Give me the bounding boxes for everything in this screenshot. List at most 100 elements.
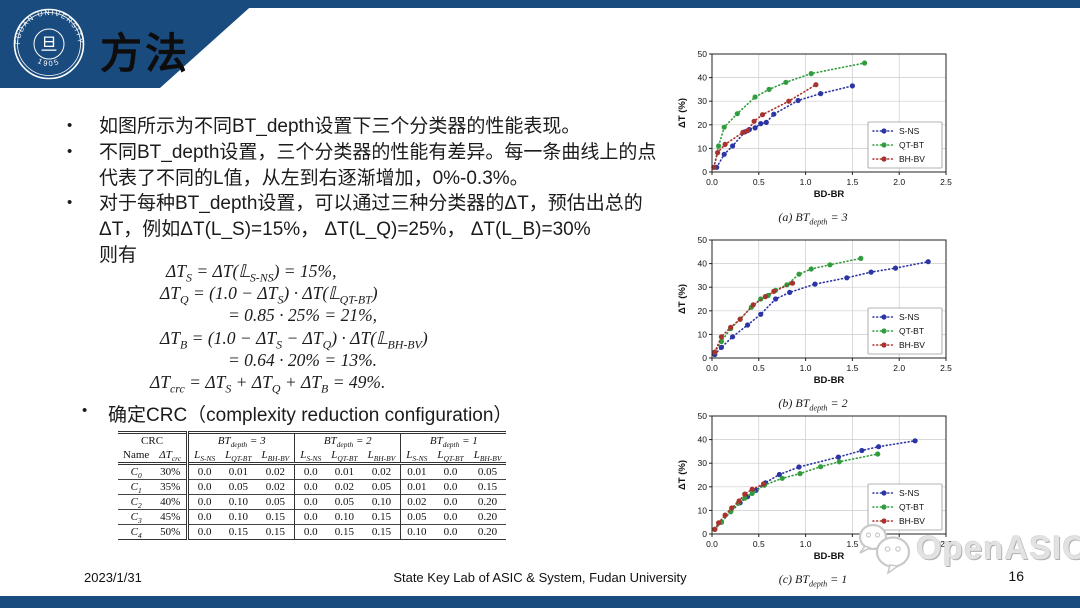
crc-table-cell: 0.02 bbox=[400, 494, 433, 510]
col-header-dtcrc: ΔTcrc bbox=[159, 449, 182, 464]
crc-table-cell: 0.10 bbox=[400, 524, 433, 540]
crc-table-cell: 0.0 bbox=[443, 511, 458, 523]
svg-text:50: 50 bbox=[698, 411, 708, 421]
crc-table: CRC BTdepth = 3 BTdepth = 2 BTdepth = 1 … bbox=[118, 431, 507, 541]
formula-line: ΔTS = ΔT(𝕃S-NS) = 15%, bbox=[166, 261, 337, 285]
crc-table-cell: 0.01 bbox=[228, 466, 248, 478]
col-header-l-qtbt: LQT-BT bbox=[225, 449, 252, 464]
slide-title: 方法 bbox=[100, 30, 191, 77]
crc-table-cell: C0 bbox=[130, 466, 142, 481]
formula-line: ΔTB = (1.0 − ΔTS − ΔTQ) · ΔT(𝕃BH-BV) bbox=[160, 327, 428, 352]
svg-text:0.0: 0.0 bbox=[706, 177, 718, 187]
svg-text:0: 0 bbox=[702, 529, 707, 539]
svg-text:0.0: 0.0 bbox=[706, 363, 718, 373]
crc-table-group-bt2: BTdepth = 2 bbox=[294, 432, 401, 448]
crc-table-cell: 0.0 bbox=[186, 494, 221, 510]
bullet-item-2: 不同BT_depth设置，三个分类器的性能有差异。每一条曲线上的点代表了不同的L… bbox=[63, 140, 669, 192]
svg-text:1.0: 1.0 bbox=[800, 363, 812, 373]
bullet-text: 则有 bbox=[99, 245, 138, 267]
bullet-marker bbox=[63, 191, 99, 243]
series-line-BH-BV bbox=[713, 83, 817, 169]
page-number: 16 bbox=[1008, 568, 1024, 584]
col-header-l-sns: LS-NS bbox=[294, 448, 327, 464]
chart-bt-depth-3: 0.0 0.5 1.0 1.5 2.0 2.5 0 10 20 30 40 50 BD-BR ΔT (%)… bbox=[677, 49, 952, 200]
y-axis-label: ΔT (%) bbox=[677, 98, 688, 128]
wechat-icon bbox=[858, 523, 911, 575]
legend-box bbox=[867, 307, 943, 355]
footer-text: State Key Lab of ASIC & System, Fudan Un… bbox=[393, 570, 687, 585]
figure-caption-a: (a) BTdepth = 3 bbox=[778, 210, 848, 227]
crc-table-cell: 0.05 bbox=[265, 496, 285, 508]
legend-label-BH-BV: BH-BV bbox=[899, 340, 925, 350]
svg-text:0: 0 bbox=[702, 353, 707, 363]
crc-table-cell: 0.0 bbox=[186, 479, 221, 495]
col-header-l-bhbv: LBH-BV bbox=[367, 449, 396, 464]
col-header-l-bhbv: LBH-BV bbox=[261, 449, 290, 464]
series-line-QT-BT bbox=[713, 453, 879, 531]
crc-table-cell: 0.0 bbox=[186, 463, 221, 480]
chart-bt-depth-2: 0.0 0.5 1.0 1.5 2.0 2.5 0 10 20 30 40 50 BD-BR ΔT (%)… bbox=[677, 235, 952, 386]
crc-table-cell: 0.05 bbox=[371, 481, 392, 493]
crc-table-body: C0 30% 0.0 0.01 0.02 0.0 0.01 0.02 0.01 0.0 0.05 C1… bbox=[118, 463, 507, 541]
crc-table-cell: C3 bbox=[130, 511, 142, 526]
crc-table-row: C2 40% 0.0 0.10 0.05 0.0 0.05 0.10 0.02 0.0 0.20 bbox=[118, 494, 507, 510]
plot-frame bbox=[711, 53, 947, 173]
crc-table-cell: 0.05 bbox=[334, 496, 355, 508]
crc-table-group-row: CRC BTdepth = 3 BTdepth = 2 BTdepth = 1 bbox=[118, 432, 507, 448]
svg-text:2.5: 2.5 bbox=[940, 363, 952, 373]
crc-table-cell: 0.0 bbox=[294, 463, 327, 480]
crc-table-group-bt3: BTdepth = 3 bbox=[186, 432, 295, 448]
figure-caption-c: (c) BTdepth = 1 bbox=[778, 572, 848, 589]
svg-text:0.5: 0.5 bbox=[753, 539, 765, 549]
crc-table-cell: 0.15 bbox=[228, 526, 248, 538]
svg-text:2.0: 2.0 bbox=[893, 177, 905, 187]
legend-label-S-NS: S-NS bbox=[899, 312, 920, 322]
figure-bt-depth-2: 0.0 0.5 1.0 1.5 2.0 2.5 0 10 20 30 40 50 BD-BR ΔT (%)… bbox=[672, 230, 954, 413]
legend-label-QT-BT: QT-BT bbox=[899, 502, 924, 512]
svg-text:1.5: 1.5 bbox=[846, 539, 858, 549]
crc-bullet-text: 确定CRC（complexity reduction configuration… bbox=[108, 405, 513, 426]
bullet-marker bbox=[63, 114, 99, 140]
crc-table-cell: 0.0 bbox=[443, 526, 458, 538]
formula-line: ΔTcrc = ΔTS + ΔTQ + ΔTB = 49%. bbox=[150, 372, 386, 396]
legend-label-BH-BV: BH-BV bbox=[899, 516, 925, 526]
crc-table-header: CRC BTdepth = 3 BTdepth = 2 BTdepth = 1 … bbox=[118, 432, 507, 464]
crc-table-cell: 0.02 bbox=[371, 466, 392, 478]
bullet-item-3: 对于每种BT_depth设置，可以通过三种分类器的ΔT，预估出总的ΔT，例如ΔT… bbox=[63, 191, 669, 243]
series-line-S-NS bbox=[715, 85, 854, 169]
crc-table-cell: C1 bbox=[130, 481, 142, 496]
crc-table-cell: 0.02 bbox=[334, 481, 355, 493]
crc-table-row: C1 35% 0.0 0.05 0.02 0.0 0.02 0.05 0.01 0.0 0.15 bbox=[118, 479, 507, 496]
svg-text:40: 40 bbox=[698, 435, 708, 445]
crc-table-cell: 0.15 bbox=[334, 526, 355, 538]
crc-table-cell: 0.01 bbox=[400, 479, 433, 495]
crc-table-cell: 0.15 bbox=[371, 526, 392, 538]
svg-text:20: 20 bbox=[698, 120, 708, 130]
crc-table-cell: 0.01 bbox=[400, 463, 433, 480]
svg-text:20: 20 bbox=[698, 306, 708, 316]
crc-table-cell: 0.15 bbox=[477, 481, 498, 493]
svg-text:2.5: 2.5 bbox=[940, 177, 952, 187]
crc-table-cell: 0.02 bbox=[265, 466, 285, 478]
crc-table-cell: 0.0 bbox=[443, 481, 458, 493]
crc-table-cell: 0.0 bbox=[443, 496, 458, 508]
crc-table-cell: 0.10 bbox=[371, 496, 392, 508]
crc-table-cell: 0.0 bbox=[294, 494, 327, 510]
svg-text:10: 10 bbox=[698, 505, 708, 515]
svg-text:2.5: 2.5 bbox=[940, 539, 952, 549]
crc-table-cell: C4 bbox=[130, 526, 142, 541]
figure-caption-b: (b) BTdepth = 2 bbox=[778, 396, 848, 413]
x-axis-label: BD-BR bbox=[814, 375, 845, 386]
y-axis-label: ΔT (%) bbox=[677, 284, 688, 314]
col-header-l-sns: LS-NS bbox=[186, 448, 221, 464]
svg-text:50: 50 bbox=[698, 235, 708, 245]
svg-text:30: 30 bbox=[698, 282, 708, 292]
col-header-name: Name bbox=[123, 449, 150, 461]
crc-table-cell: 0.0 bbox=[294, 509, 327, 525]
plot-frame bbox=[711, 239, 947, 359]
crc-table-cell: 0.0 bbox=[186, 509, 221, 525]
crc-table-cell: 0.15 bbox=[265, 526, 285, 538]
crc-table-cell: 0.0 bbox=[294, 479, 327, 495]
legend-label-BH-BV: BH-BV bbox=[899, 154, 925, 164]
